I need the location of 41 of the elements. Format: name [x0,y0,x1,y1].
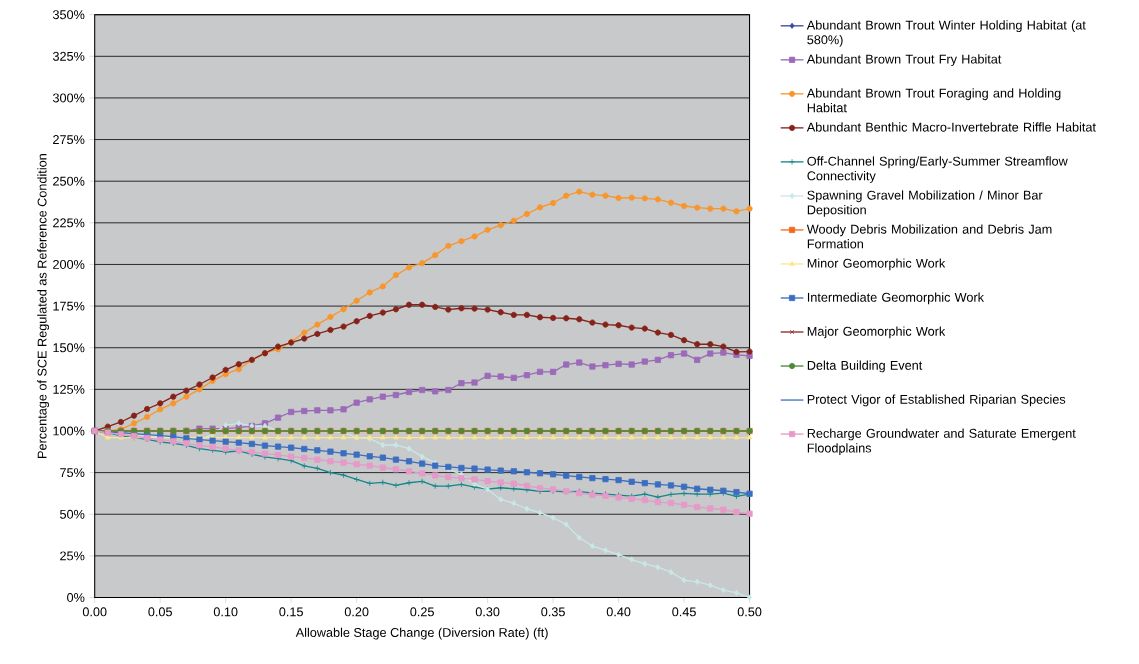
y-tick-label: 300% [52,93,85,103]
legend-label: Intermediate Geomorphic Work [807,292,985,305]
y-tick-label: 200% [53,259,85,269]
legend-label: Major Geomorphic Work [807,326,946,339]
x-axis-title: Allowable Stage Change (Diversion Rate) (ft) [295,627,548,640]
x-tick-label: 0.50 [737,607,762,617]
y-tick-label: 100% [53,426,85,436]
legend-label: Off-Channel Spring/Early-Summer Streamflow Connectivity [807,156,1068,183]
x-tick-label: 0.20 [344,607,369,617]
y-tick-label: 25% [60,551,85,561]
legend-label: Spawning Gravel Mobilization / Minor Bar Deposition [807,190,1043,217]
y-tick-label: 125% [53,384,85,394]
x-tick-label: 0.00 [82,607,107,617]
x-tick-label: 0.15 [279,607,303,617]
x-tick-label: 0.05 [148,607,172,617]
x-tick-label: 0.40 [606,607,631,617]
legend-label: Protect Vigor of Established Riparian Species [807,394,1066,407]
x-tick-label: 0.25 [410,607,434,617]
legend-label: Abundant Brown Trout Foraging and Holding Habitat [806,88,1061,113]
y-tick-label: 225% [53,218,85,228]
x-tick-label: 0.30 [475,607,500,617]
legend-label: Abundant Brown Trout Winter Holding Habitat (at 580%) [806,20,1086,47]
y-axis-title: Percentage of SCE Regulated as Reference Condition [37,154,50,458]
x-tick-label: 0.10 [213,607,238,617]
y-tick-label: 325% [52,51,85,61]
y-tick-label: 350% [52,10,85,20]
y-tick-label: 275% [53,134,85,144]
legend-label: Abundant Benthic Macro-Invertebrate Riffle Habitat [806,122,1096,132]
legend-label: Woody Debris Mobilization and Debris Jam Formation [806,224,1052,249]
x-tick-label: 0.35 [541,607,565,617]
y-tick-label: 0% [67,592,85,602]
y-tick-label: 50% [60,509,85,519]
legend-label: Delta Building Event [807,360,923,373]
legend-label: Minor Geomorphic Work [807,258,946,271]
y-tick-label: 75% [60,468,85,477]
y-tick-label: 150% [53,343,85,353]
y-tick-label: 175% [53,301,85,311]
legend-label: Recharge Groundwater and Saturate Emergent Floodplains [807,428,1076,455]
y-tick-label: 250% [53,176,85,186]
x-tick-label: 0.45 [672,607,696,617]
legend-label: Abundant Brown Trout Fry Habitat [806,54,1002,67]
